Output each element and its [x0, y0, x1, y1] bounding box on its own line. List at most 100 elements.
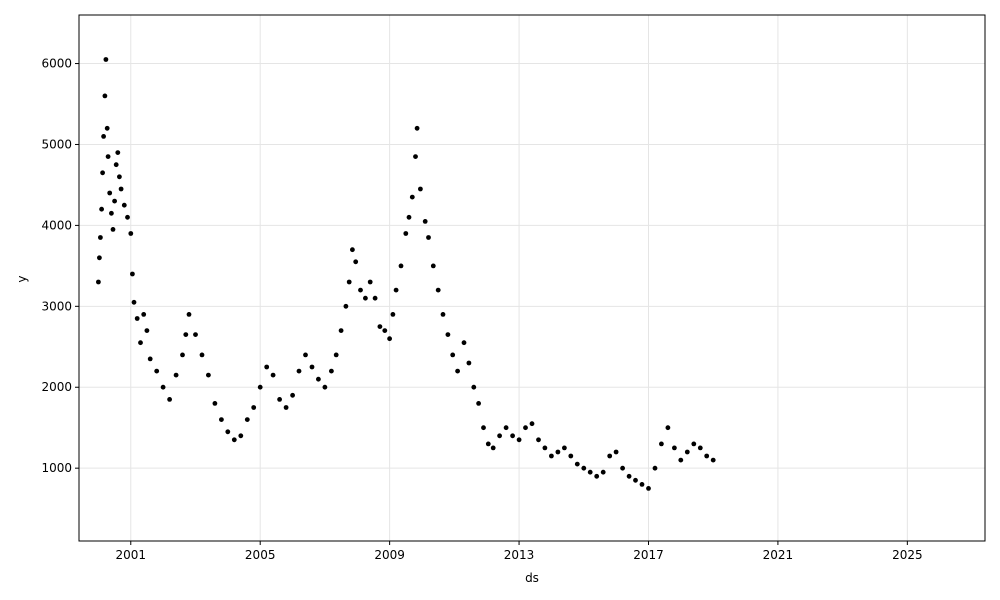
observed-point: [490, 445, 496, 451]
observed-point: [626, 473, 632, 479]
observed-point: [296, 368, 302, 374]
observed-point: [510, 433, 515, 439]
observed-point: [665, 425, 671, 431]
observed-point: [562, 445, 567, 451]
observed-point: [199, 352, 205, 358]
observed-point: [103, 57, 109, 62]
observed-point: [173, 372, 179, 378]
observed-point: [102, 93, 108, 99]
observed-point: [290, 392, 295, 398]
observed-point: [193, 332, 198, 337]
observed-point: [270, 372, 276, 378]
y-tick-label: 3000: [41, 299, 72, 313]
observed-point: [277, 397, 282, 402]
observed-point: [350, 247, 355, 253]
observed-points: [96, 57, 716, 491]
observed-point: [338, 328, 344, 333]
observed-point: [160, 384, 166, 390]
observed-point: [101, 134, 106, 139]
x-tick-label: 2025: [892, 548, 923, 562]
observed-point: [363, 295, 368, 301]
observed-point: [440, 312, 446, 317]
observed-point: [455, 368, 460, 374]
observed-point: [555, 449, 561, 455]
observed-point: [529, 421, 535, 427]
observed-point: [372, 295, 378, 301]
observed-point: [138, 340, 143, 346]
observed-point: [353, 259, 359, 265]
observed-point: [225, 429, 231, 435]
observed-point: [418, 186, 423, 192]
observed-point: [414, 125, 420, 131]
observed-point: [105, 154, 111, 160]
grid: [79, 15, 985, 541]
observed-point: [387, 336, 392, 342]
observed-point: [633, 477, 638, 483]
observed-point: [652, 465, 658, 471]
observed-point: [377, 324, 383, 329]
observed-point: [251, 405, 257, 410]
observed-point: [186, 312, 192, 317]
x-tick-label: 2005: [245, 548, 276, 562]
observed-point: [238, 433, 244, 439]
observed-point: [594, 473, 600, 479]
observed-point: [154, 368, 160, 374]
observed-point: [98, 235, 103, 240]
x-tick-label: 2009: [374, 548, 405, 562]
y-tick-label: 5000: [41, 137, 72, 151]
observed-point: [121, 202, 127, 208]
x-tick-label: 2021: [763, 548, 794, 562]
observed-point: [450, 352, 456, 358]
observed-point: [346, 279, 352, 285]
observed-point: [180, 352, 185, 358]
x-tick-label: 2017: [633, 548, 664, 562]
observed-point: [393, 287, 399, 293]
observed-point: [244, 417, 250, 422]
observed-point: [131, 299, 137, 305]
observed-point: [104, 125, 110, 131]
observed-point: [117, 174, 122, 180]
observed-point: [581, 465, 587, 471]
observed-point: [134, 316, 140, 321]
observed-point: [283, 405, 289, 410]
observed-point: [672, 445, 677, 451]
observed-point: [264, 364, 270, 370]
observed-point: [549, 453, 554, 459]
observed-point: [309, 364, 315, 370]
observed-point: [130, 271, 135, 277]
observed-point: [110, 227, 116, 232]
observed-point: [422, 219, 428, 224]
observed-point: [659, 441, 664, 447]
observed-point: [100, 170, 105, 176]
observed-point: [343, 303, 349, 309]
x-axis: 2001 2005 2009 2013 2017 2021 2025: [115, 541, 923, 562]
y-tick-label: 1000: [41, 461, 72, 475]
observed-point: [167, 397, 173, 402]
observed-point: [99, 206, 104, 212]
observed-point: [382, 328, 388, 333]
observed-point: [107, 190, 113, 196]
observed-point: [435, 287, 441, 293]
observed-point: [600, 469, 606, 475]
y-tick-label: 6000: [41, 57, 72, 71]
observed-point: [147, 356, 153, 362]
observed-point: [322, 384, 328, 390]
observed-point: [329, 368, 334, 374]
observed-point: [125, 214, 130, 220]
observed-point: [413, 154, 418, 160]
observed-point: [97, 255, 102, 261]
observed-point: [118, 186, 124, 192]
observed-point: [426, 235, 431, 240]
observed-point: [128, 231, 134, 236]
observed-point: [485, 441, 491, 447]
plot-frame: [78, 14, 986, 542]
observed-point: [613, 449, 619, 455]
observed-point: [144, 328, 150, 333]
observed-point: [390, 312, 396, 317]
observed-point: [466, 360, 472, 366]
y-axis-label: y: [15, 275, 29, 282]
observed-point: [639, 482, 645, 487]
observed-point: [587, 469, 593, 475]
observed-point: [109, 210, 114, 216]
observed-point: [704, 453, 710, 459]
